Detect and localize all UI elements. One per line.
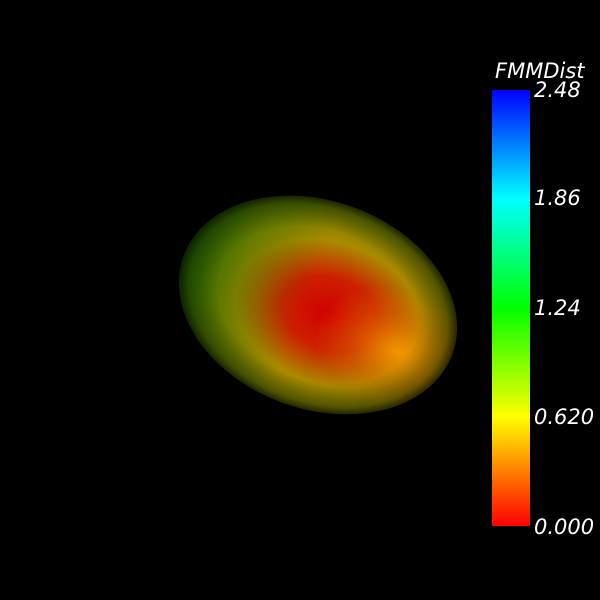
colorbar-tick-label: 0.000 <box>534 515 595 539</box>
ellipsoid-surface[interactable] <box>148 158 488 451</box>
colorbar-tick-label: 1.86 <box>534 186 581 210</box>
colorbar-tick-label: 1.24 <box>534 296 581 320</box>
colorbar <box>492 90 530 526</box>
colorbar-tick-label: 2.48 <box>534 78 581 102</box>
colorbar-tick-label: 0.620 <box>534 405 595 429</box>
colorbar-title: FMMDist <box>495 59 585 83</box>
